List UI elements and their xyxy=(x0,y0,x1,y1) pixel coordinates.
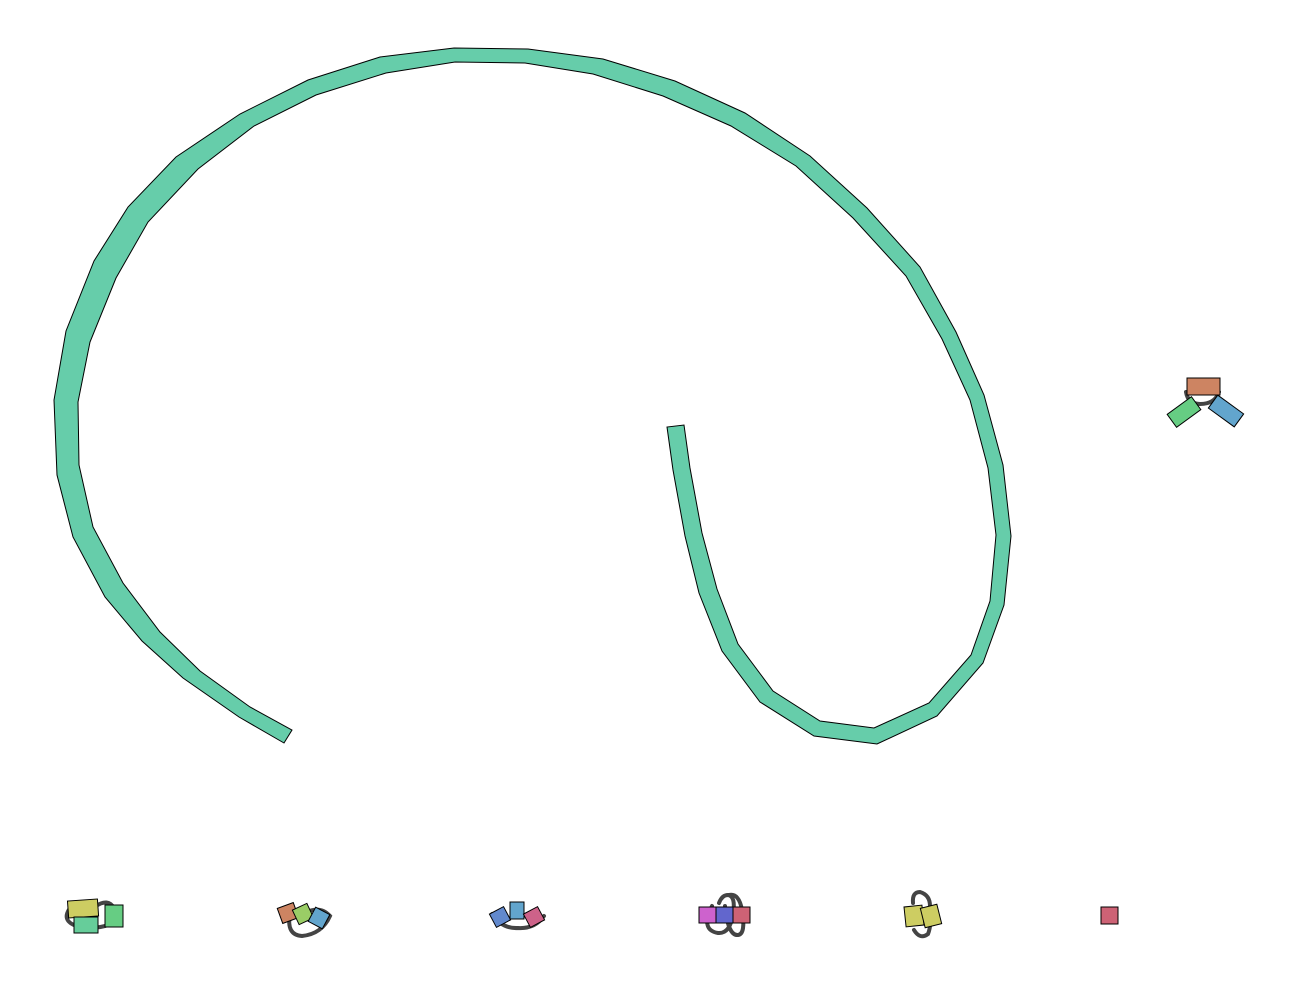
node-bottom-1-b[interactable] xyxy=(73,916,99,934)
node-bottom-2-b[interactable] xyxy=(291,902,315,926)
node-bottom-3-b[interactable] xyxy=(509,901,525,920)
node-cluster-b[interactable] xyxy=(1166,396,1202,428)
component-bottom-cluster-1 xyxy=(64,898,124,934)
node-bottom-4-a[interactable] xyxy=(698,906,717,924)
component-bottom-cluster-4 xyxy=(698,892,751,937)
node-bottom-5-b[interactable] xyxy=(919,903,943,929)
component-bottom-cluster-5 xyxy=(903,889,943,939)
component-bottom-cluster-3 xyxy=(488,901,546,931)
node-single[interactable] xyxy=(1100,906,1119,925)
component-single-node xyxy=(1100,906,1119,925)
node-bottom-2-c[interactable] xyxy=(307,906,331,930)
node-bottom-1-a[interactable] xyxy=(66,898,100,919)
node-bottom-4-b[interactable] xyxy=(715,906,734,924)
node-bottom-3-a[interactable] xyxy=(488,905,512,929)
component-long-contig xyxy=(53,47,1012,745)
node-cluster-a[interactable] xyxy=(1186,377,1221,396)
node-bottom-4-c[interactable] xyxy=(732,906,751,924)
node-bottom-1-c[interactable] xyxy=(104,904,124,928)
cluster-edge xyxy=(723,892,746,937)
node-cluster-c[interactable] xyxy=(1207,394,1245,428)
component-bottom-cluster-2 xyxy=(276,901,333,939)
node-long-contig[interactable] xyxy=(53,47,1012,745)
component-three-node-cluster xyxy=(1166,377,1245,428)
node-bottom-3-c[interactable] xyxy=(522,905,546,929)
